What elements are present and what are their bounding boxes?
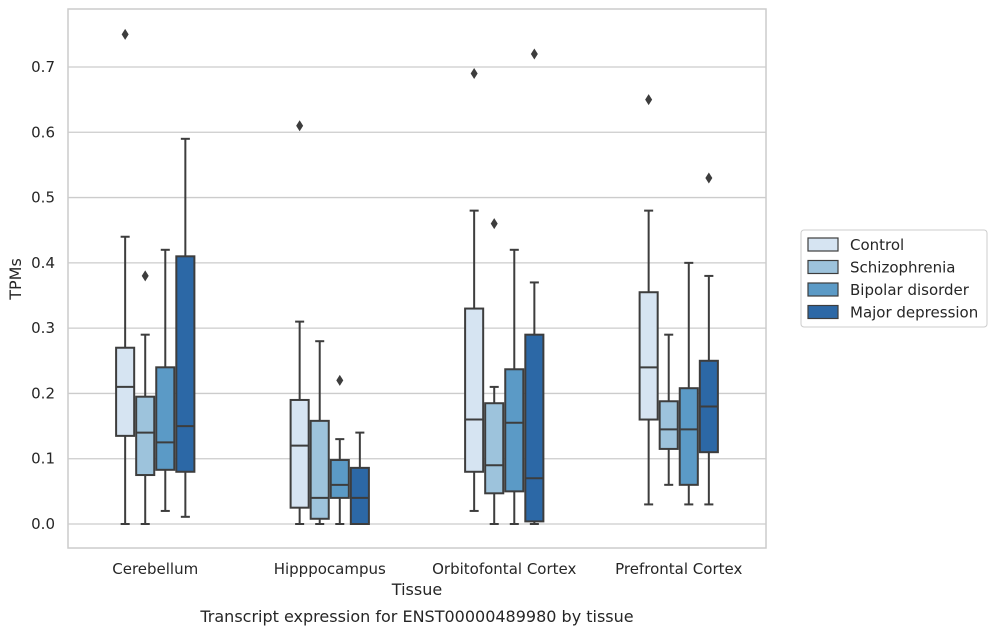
iqr-box [658,400,679,450]
box-major-depression [524,48,545,525]
box-control [638,94,659,506]
outlier-point [490,218,498,230]
legend-swatch [807,304,839,320]
y-tick-label: 0.3 [31,319,55,337]
box-control [289,120,310,525]
iqr-box [504,368,525,493]
x-tick-label: Cerebellum [112,560,198,578]
x-axis-label: Tissue [391,580,442,599]
x-tick-label: Prefrontal Cortex [615,560,742,578]
iqr-box [484,402,505,495]
y-tick-label: 0.5 [31,189,55,207]
x-tick-label: Orbitofontal Cortex [432,560,576,578]
iqr-box [638,291,659,421]
iqr-box [309,419,330,520]
iqr-box [524,333,545,523]
legend-items: Control Schizophrenia Bipolar disorder Majo… [807,236,978,322]
legend-label: Bipolar disorder [850,281,970,299]
legend-frame [800,229,988,328]
box-control [464,68,485,512]
chart-caption: Transcript expression for ENST0000048998… [199,607,633,626]
outlier-point [296,120,304,132]
iqr-box [678,387,699,486]
iqr-box [349,466,370,525]
box-schizophrenia [135,270,156,525]
y-tick-label: 0.2 [31,384,55,402]
outlier-point [645,94,653,106]
outlier-point [121,28,129,40]
x-tick-label: Hipppocampus [274,560,386,578]
box-major-depression [349,431,370,525]
y-tick-label: 0.4 [31,254,55,272]
box-bipolar-disorder [504,248,525,525]
outlier-point [705,172,713,184]
box-control [115,28,136,525]
box-schizophrenia [658,333,679,486]
box-schizophrenia [484,218,505,525]
box-major-depression [698,172,719,506]
legend-swatch [807,237,839,252]
legend-swatch [807,259,839,275]
y-tick-label: 0.1 [31,450,55,468]
box-plots [115,28,719,525]
iqr-box [464,307,485,473]
box-bipolar-disorder [155,248,176,512]
legend-item: Control [807,236,904,254]
outlier-point [336,374,344,386]
legend-label: Major depression [850,304,978,322]
iqr-box [135,395,156,477]
iqr-box [155,366,176,471]
legend-item: Schizophrenia [807,259,955,277]
iqr-box [175,255,196,473]
box-bipolar-disorder [678,261,699,506]
legend-swatch [807,282,839,297]
y-tick-label: 0.0 [31,515,55,533]
plot-frame [67,8,767,549]
iqr-box [115,346,136,437]
x-tick-labels: Cerebellum Hipppocampus Orbitofontal Corte… [112,560,742,578]
legend-item: Bipolar disorder [807,281,970,299]
outlier-point [530,48,538,60]
outlier-point [141,270,149,282]
box-bipolar-disorder [329,374,350,525]
y-tick-label: 0.7 [31,58,55,76]
box-major-depression [175,137,196,518]
box-schizophrenia [309,340,330,525]
legend-label: Control [850,236,904,254]
outlier-point [470,68,478,80]
iqr-box [329,459,350,499]
y-tick-label: 0.6 [31,123,55,141]
legend-label: Schizophrenia [850,259,955,277]
y-tick-labels: 0.0 0.1 0.2 0.3 0.4 0.5 0.6 0.7 [31,58,55,533]
legend-item: Major depression [807,304,978,322]
iqr-box [289,398,310,509]
y-axis-label: TPMs [6,258,25,301]
legend: Control Schizophrenia Bipolar disorder Majo… [800,229,988,328]
